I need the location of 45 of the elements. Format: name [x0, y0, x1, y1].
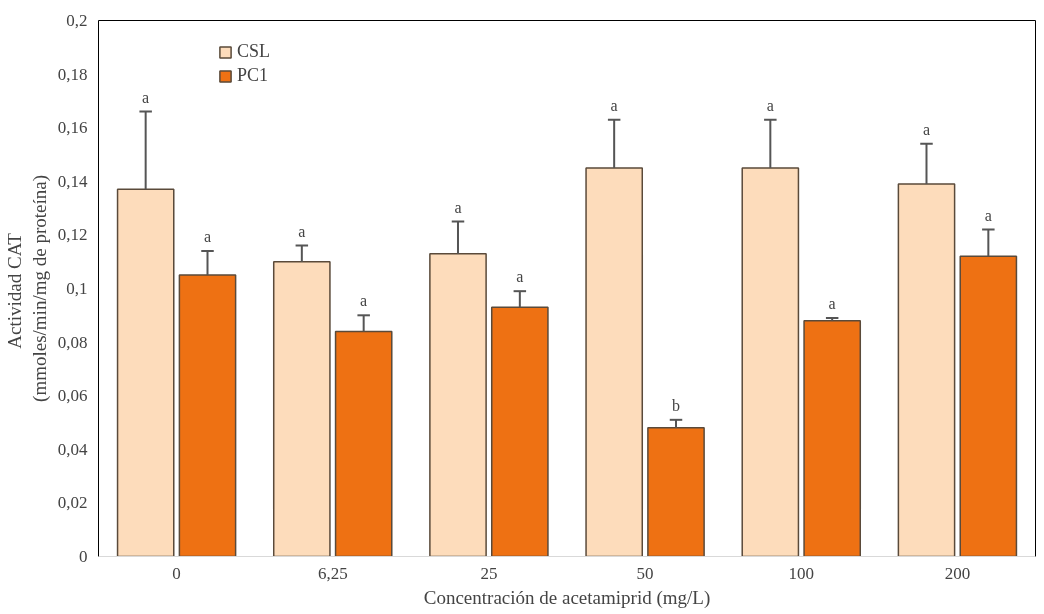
- annotation: a: [766, 96, 774, 114]
- annotation: a: [360, 292, 368, 310]
- x-tick-label: 100: [788, 563, 814, 583]
- bar: [959, 255, 1018, 557]
- x-tick-label: 6,25: [317, 563, 348, 583]
- annotation: b: [672, 396, 680, 414]
- x-tick-label: 0: [172, 563, 181, 583]
- legend-label: CSL: [237, 41, 271, 62]
- bar: [334, 330, 393, 557]
- bar: [116, 188, 175, 557]
- y-tick-label: 0,14: [57, 171, 88, 191]
- bar: [178, 274, 237, 557]
- x-tick-label: 50: [636, 563, 654, 583]
- bar: [897, 183, 956, 557]
- y-tick-label: 0,2: [66, 11, 88, 30]
- y-axis-title: Actividad CAT (mmoles/min/mg de proteína): [3, 175, 51, 402]
- annotation: a: [984, 206, 992, 224]
- y-tick-label: 0,08: [57, 332, 88, 352]
- annotation: a: [610, 96, 618, 114]
- bar: [585, 167, 644, 557]
- bar: [429, 252, 487, 557]
- annotation: a: [516, 268, 524, 286]
- y-tick-label: 0,16: [57, 118, 88, 138]
- y-tick-label: 0,04: [57, 439, 88, 459]
- y-tick-label: 0,06: [57, 386, 88, 406]
- legend-label: PC1: [237, 65, 269, 86]
- x-tick-label: 25: [480, 563, 498, 583]
- annotation: a: [454, 198, 462, 216]
- annotation: a: [142, 88, 150, 106]
- bar: [647, 427, 705, 557]
- y-tick-label: 0,18: [57, 64, 88, 84]
- bar: [803, 319, 862, 557]
- annotation: a: [828, 294, 836, 312]
- annotation: a: [922, 120, 931, 138]
- y-tick-label: 0,12: [57, 225, 88, 245]
- y-tick-label: 0,1: [66, 279, 88, 298]
- bar: [272, 260, 331, 557]
- y-tick-label: 0,02: [57, 493, 88, 513]
- annotation: a: [298, 222, 306, 240]
- y-tick-label: 0: [79, 547, 88, 566]
- bar: [490, 306, 549, 557]
- bar: [741, 167, 800, 557]
- annotation: a: [203, 227, 212, 245]
- x-axis-title: Concentración de acetamiprid (mg/L): [423, 586, 711, 609]
- x-tick-label: 200: [944, 563, 971, 583]
